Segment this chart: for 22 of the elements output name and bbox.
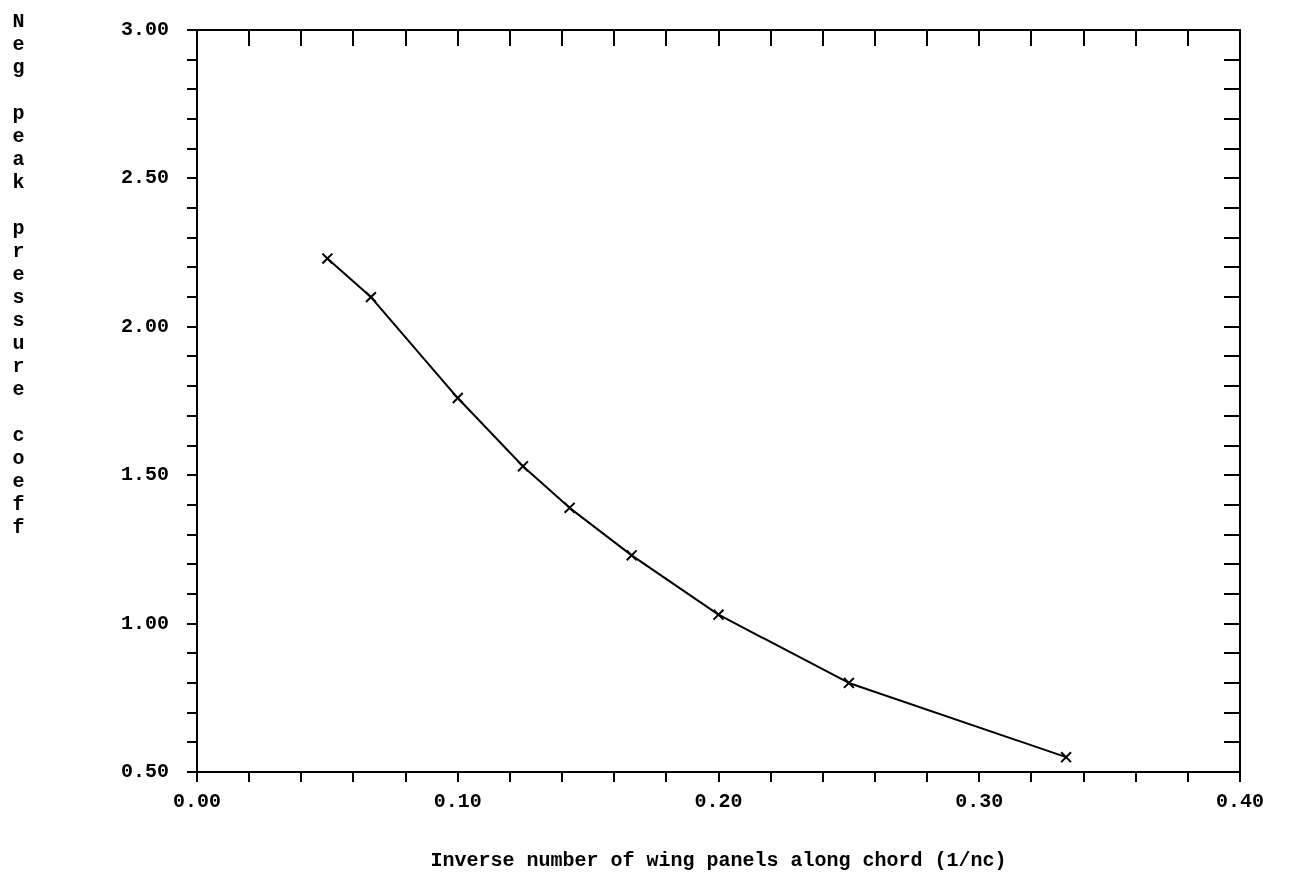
x-tick-label: 0.10	[433, 790, 482, 814]
point	[712, 608, 725, 621]
y-tick-label: 2.50	[120, 166, 169, 190]
x-tick-label: 0.20	[694, 790, 743, 814]
y-tick-label: 0.50	[120, 760, 169, 784]
point	[364, 291, 377, 304]
y-axis-title: Neg peak pressure coeff	[7, 10, 30, 539]
point	[451, 392, 464, 404]
point	[563, 501, 576, 514]
y-tick-label: 2.00	[120, 314, 169, 338]
point	[321, 252, 334, 265]
point	[842, 677, 855, 689]
point	[1060, 751, 1073, 764]
point	[625, 549, 638, 562]
x-tick-label: 0.40	[1215, 790, 1265, 814]
x-tick-label: 0.30	[955, 790, 1004, 814]
x-tick-label: 0.00	[172, 790, 222, 814]
x-axis-title: Inverse number of wing panels along chord (1/nc)	[430, 849, 1007, 873]
y-tick-label: 1.00	[120, 611, 169, 635]
y-tick-label: 1.50	[120, 463, 169, 487]
point	[516, 460, 529, 473]
y-tick-label: 3.00	[120, 18, 169, 42]
